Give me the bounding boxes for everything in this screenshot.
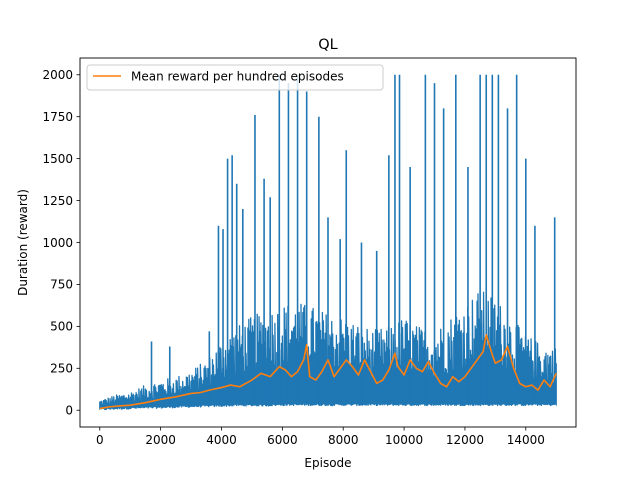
x-tick-label: 12000 <box>446 433 484 447</box>
x-axis: 0 2000 4000 6000 8000 10000 12000 14000 <box>96 427 545 447</box>
series-mean-reward <box>99 333 557 410</box>
series-layer <box>99 74 557 411</box>
y-tick-label: 2000 <box>42 68 73 82</box>
x-tick-label: 0 <box>96 433 104 447</box>
y-tick-label: 1500 <box>42 152 73 166</box>
chart-title: QL <box>318 37 338 53</box>
legend: Mean reward per hundred episodes <box>86 64 384 91</box>
x-tick-label: 8000 <box>328 433 359 447</box>
y-axis-label: Duration (reward) <box>16 189 30 296</box>
y-tick-label: 0 <box>65 404 73 418</box>
x-tick-label: 14000 <box>507 433 545 447</box>
y-tick-label: 1250 <box>42 194 73 208</box>
legend-box <box>86 64 384 91</box>
y-axis: 0 250 500 750 1000 1250 1500 1750 2000 <box>42 68 80 418</box>
y-tick-label: 250 <box>50 362 73 376</box>
x-tick-label: 2000 <box>145 433 176 447</box>
x-tick-label: 4000 <box>206 433 237 447</box>
y-tick-label: 750 <box>50 278 73 292</box>
x-tick-label: 6000 <box>267 433 298 447</box>
x-axis-label: Episode <box>304 456 351 470</box>
y-tick-label: 500 <box>50 320 73 334</box>
legend-entry-mean: Mean reward per hundred episodes <box>131 70 344 84</box>
y-tick-label: 1750 <box>42 110 73 124</box>
x-tick-label: 10000 <box>385 433 423 447</box>
y-tick-label: 1000 <box>42 236 73 250</box>
